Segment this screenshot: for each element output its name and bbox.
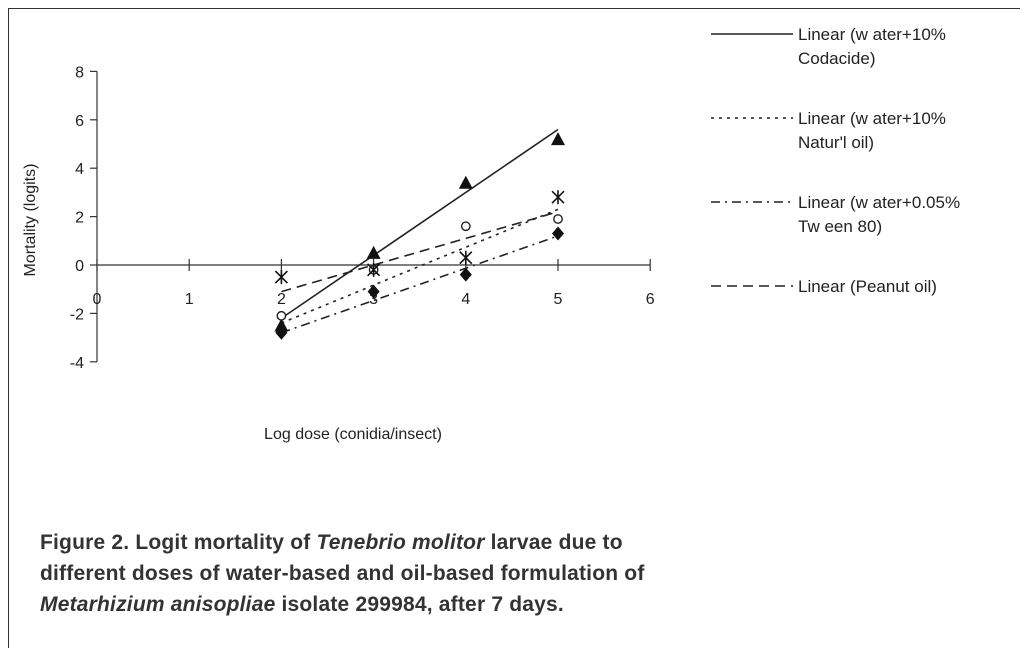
data-point-circle: [553, 214, 563, 224]
data-point-triangle: [551, 132, 565, 146]
caption-text: isolate 299984, after 7 days.: [275, 593, 564, 616]
legend-label-continued: Natur'l oil): [798, 133, 874, 152]
data-point-triangle: [274, 318, 289, 332]
figure-frame: [8, 8, 1020, 648]
trendline: [281, 208, 559, 324]
caption-text: Figure 2. Logit mortality of: [40, 531, 317, 554]
y-tick-label: -2: [70, 306, 84, 323]
y-tick-label: 6: [75, 113, 84, 130]
x-tick-label: 5: [554, 291, 563, 308]
figure-caption: Figure 2. Logit mortality of Tenebrio mo…: [40, 527, 840, 620]
data-point-star: [551, 190, 565, 205]
x-tick-label: 0: [93, 291, 102, 308]
data-point-diamond: [275, 325, 288, 340]
x-tick-label: 2: [277, 291, 286, 308]
data-point-triangle: [366, 245, 381, 259]
caption-line-2: different doses of water-based and oil-b…: [40, 562, 645, 585]
legend-label: Linear (w ater+10%: [798, 25, 946, 44]
y-tick-label: 4: [75, 161, 84, 178]
data-point-triangle: [458, 175, 473, 189]
y-tick-label: 2: [75, 210, 84, 227]
x-tick-label: 1: [185, 291, 194, 308]
legend-label: Linear (Peanut oil): [798, 277, 937, 296]
x-tick-label: 6: [646, 291, 655, 308]
species-name: Metarhizium anisopliae: [40, 593, 276, 616]
trendline: [281, 235, 559, 334]
y-tick-label: 0: [75, 258, 84, 275]
x-tick-label: 4: [461, 291, 470, 308]
y-axis-label: Mortality (logits): [22, 164, 39, 277]
caption-text: larvae due to: [484, 531, 623, 554]
legend-label-continued: Tw een 80): [798, 217, 882, 236]
data-point-diamond: [552, 226, 564, 241]
axes: [96, 71, 651, 362]
trendlines: [280, 128, 559, 334]
y-tick-label: -4: [70, 355, 84, 372]
data-point-star: [367, 262, 381, 277]
x-axis-label: Log dose (conidia/insect): [264, 426, 442, 443]
legend-label: Linear (w ater+10%: [798, 109, 946, 128]
trendline: [280, 128, 559, 319]
data-point-star: [274, 270, 288, 285]
data-point-diamond: [459, 267, 472, 282]
x-tick-label: 3: [369, 291, 378, 308]
data-point-circle: [460, 221, 471, 232]
caption-line-3: Metarhizium anisopliae isolate 299984, a…: [40, 589, 840, 620]
markers: [274, 132, 565, 340]
data-point-star: [459, 250, 473, 265]
ticks: -4 -2 0 2 4 6 8 0 1 2 3 4 5 6: [70, 64, 655, 371]
legend-label-continued: Codacide): [798, 49, 876, 68]
legend: Linear (w ater+10% Codacide) Linear (w ate…: [711, 25, 960, 296]
y-tick-label: 8: [75, 64, 84, 81]
legend-label: Linear (w ater+0.05%: [798, 193, 960, 212]
species-name: Tenebrio molitor: [316, 531, 485, 554]
caption-line-1: Figure 2. Logit mortality of Tenebrio mo…: [40, 527, 840, 558]
chart-svg: -4 -2 0 2 4 6 8 0 1 2 3 4 5 6 Mortality (logits) Log …: [22, 25, 960, 443]
data-point-diamond: [367, 284, 380, 299]
data-point-circle: [276, 310, 287, 321]
